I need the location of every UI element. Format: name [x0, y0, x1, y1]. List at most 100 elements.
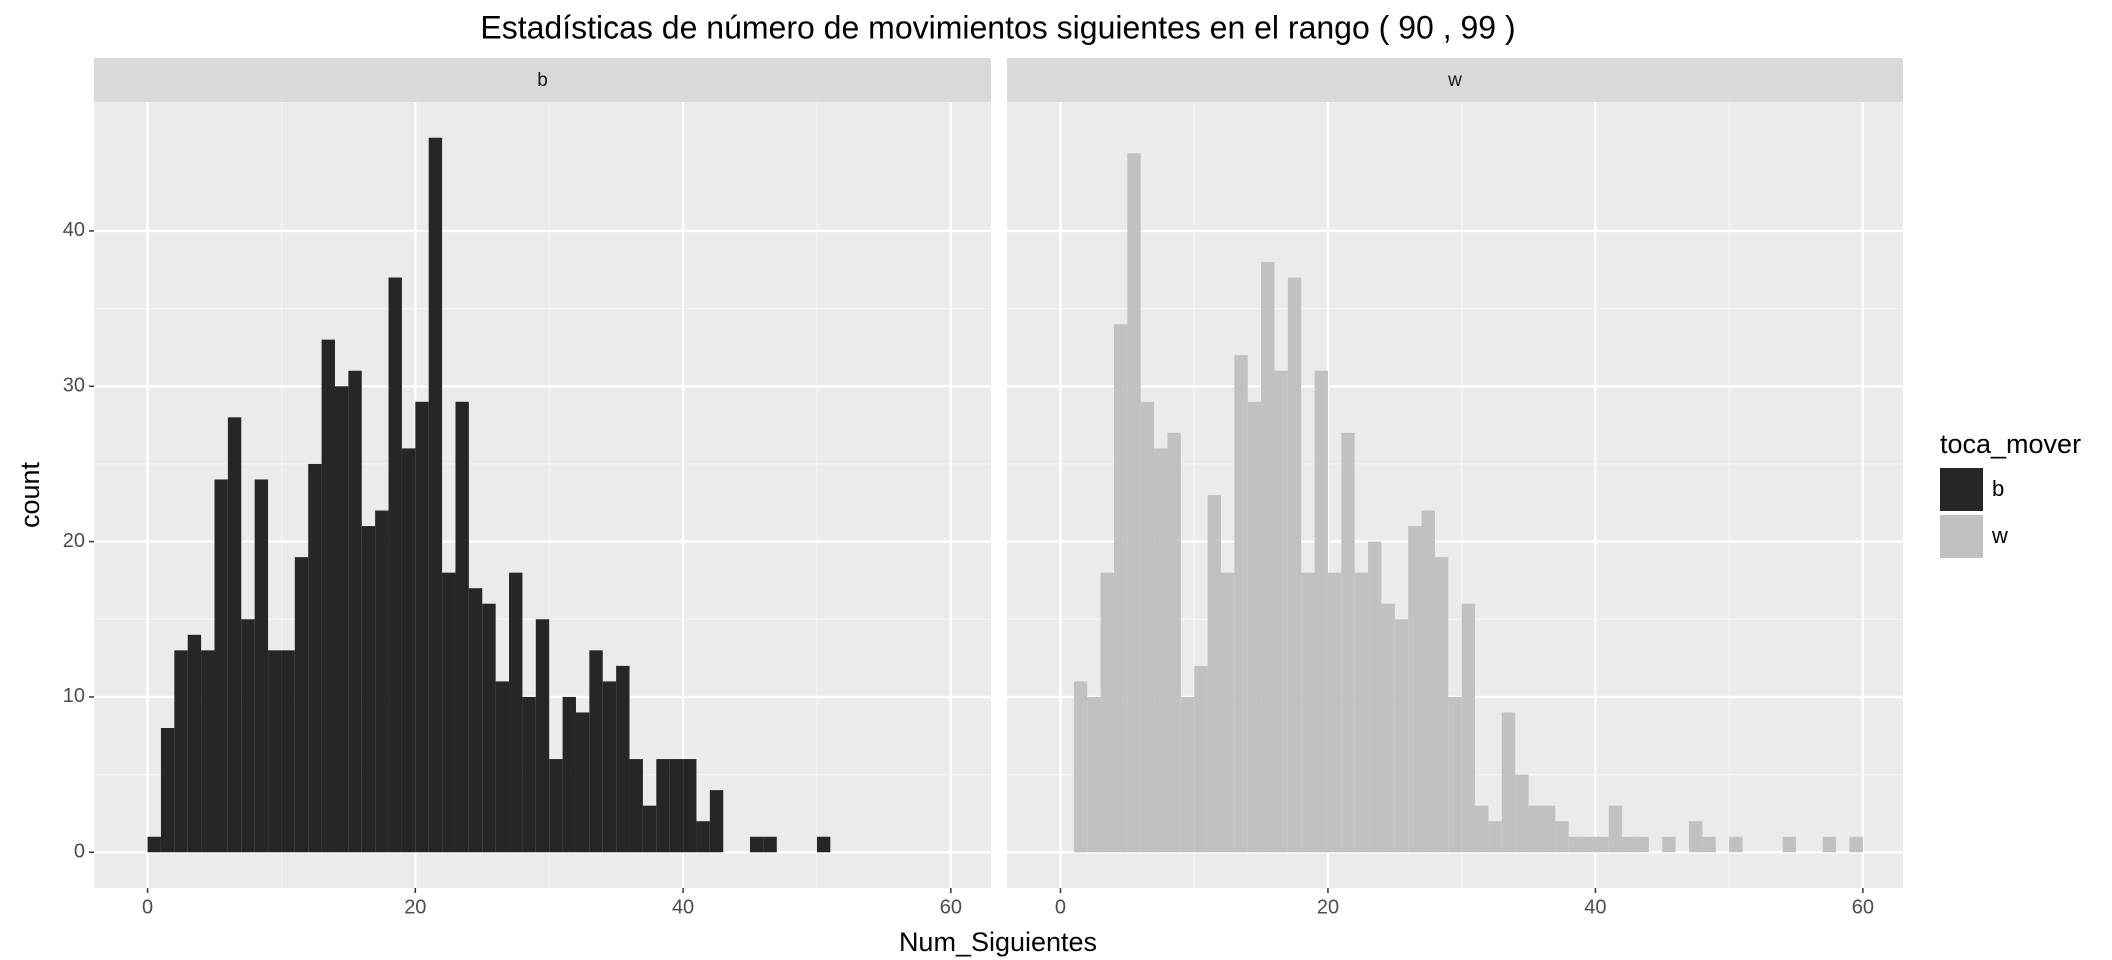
histogram-bar: [334, 386, 349, 853]
histogram-bar: [1087, 696, 1101, 853]
histogram-bar: [415, 401, 429, 853]
histogram-bar: [763, 836, 777, 853]
histogram-bar: [696, 821, 710, 853]
histogram-bar: [495, 681, 510, 853]
histogram-bar: [201, 650, 215, 853]
histogram-bar: [1073, 681, 1088, 853]
histogram-bar: [642, 805, 657, 853]
histogram-bar: [1327, 572, 1342, 853]
histogram-bar: [227, 417, 242, 853]
histogram-bar: [281, 650, 295, 853]
histogram-bar: [147, 836, 161, 853]
x-tick-label: 60: [940, 896, 962, 918]
histogram-bar: [375, 510, 389, 853]
x-tick-label: 20: [404, 896, 426, 918]
histogram-bar: [241, 619, 255, 853]
histogram-bar: [1822, 836, 1837, 853]
histogram-bar: [187, 634, 202, 853]
histogram-bar: [1394, 619, 1409, 853]
histogram-bar: [509, 572, 523, 853]
y-axis-label: count: [15, 461, 45, 528]
histogram-bar: [401, 448, 416, 853]
histogram-bar: [1582, 836, 1596, 853]
histogram-bar: [1595, 836, 1609, 853]
y-tick-label: 40: [63, 219, 85, 241]
histogram-bar: [268, 650, 282, 853]
histogram-bar: [1113, 324, 1128, 853]
x-tick-label: 60: [1852, 896, 1874, 918]
x-tick-label: 40: [1584, 896, 1606, 918]
histogram-bar: [1782, 836, 1797, 853]
histogram-bar: [1702, 836, 1716, 853]
legend-key: [1940, 468, 1983, 511]
x-tick-label: 20: [1317, 896, 1339, 918]
histogram-bar: [750, 836, 764, 853]
histogram-bar: [1568, 836, 1583, 853]
histogram-bar: [1127, 153, 1141, 853]
histogram-bar: [1234, 355, 1248, 853]
histogram-bar: [816, 836, 831, 853]
histogram-bar: [1287, 277, 1302, 853]
histogram-bar: [1140, 401, 1155, 853]
histogram-bar: [1461, 603, 1476, 853]
y-tick-label: 30: [63, 375, 85, 397]
y-tick-label: 0: [74, 841, 85, 863]
histogram-bar: [428, 137, 443, 853]
histogram-bar: [308, 463, 322, 853]
histogram-bar: [1368, 541, 1382, 853]
histogram-bar: [1314, 370, 1328, 853]
histogram-bar: [482, 603, 496, 853]
histogram-bar: [455, 401, 469, 853]
histogram-bar: [321, 339, 335, 853]
histogram-bar: [1555, 821, 1569, 853]
histogram-bar: [1475, 805, 1489, 853]
histogram-bar: [616, 665, 630, 853]
strip-background: [1007, 58, 1903, 102]
histogram-bar: [1220, 572, 1235, 853]
histogram-bar: [214, 479, 228, 853]
histogram-bar: [1194, 665, 1208, 853]
histogram-bar: [174, 650, 188, 853]
histogram-bar: [1729, 836, 1743, 853]
x-axis-label: Num_Siguientes: [899, 927, 1097, 957]
histogram-bar: [669, 759, 684, 853]
histogram-bar: [1501, 712, 1516, 853]
histogram-bar: [1154, 448, 1168, 853]
histogram-bar: [294, 557, 309, 853]
histogram-bar: [549, 759, 563, 853]
histogram-bar: [361, 526, 376, 853]
x-tick-label: 0: [1055, 896, 1066, 918]
histogram-bar: [1100, 572, 1114, 853]
histogram-bar: [1434, 557, 1449, 853]
histogram-bar: [522, 696, 536, 853]
histogram-bar: [602, 681, 617, 853]
strip-label: w: [1447, 70, 1462, 91]
histogram-bar: [589, 650, 603, 853]
histogram-bar: [160, 728, 175, 853]
y-tick-label: 10: [63, 685, 85, 707]
y-tick-label: 20: [63, 530, 85, 552]
histogram-bar: [1167, 432, 1181, 853]
histogram-bar: [1689, 821, 1703, 853]
histogram-bar: [1528, 805, 1542, 853]
histogram-bar: [1662, 836, 1676, 853]
histogram-bar: [1488, 821, 1502, 853]
histogram-bar: [683, 759, 697, 853]
histogram-bar: [629, 759, 643, 853]
strip-background: [94, 58, 991, 102]
histogram-bar: [1515, 774, 1529, 853]
histogram-bar: [1261, 261, 1275, 853]
legend-key: [1940, 515, 1983, 558]
histogram-bar: [1408, 526, 1422, 853]
strip-label: b: [537, 70, 548, 91]
histogram-bar: [575, 712, 590, 853]
histogram-bar: [1448, 696, 1462, 853]
histogram-bar: [1381, 603, 1395, 853]
histogram-bar: [1421, 510, 1435, 853]
histogram-bar: [656, 759, 670, 853]
x-tick-label: 40: [672, 896, 694, 918]
histogram-bar: [1341, 432, 1355, 853]
histogram-bar: [1635, 836, 1649, 853]
histogram-bar: [535, 619, 550, 853]
legend-title: toca_mover: [1940, 429, 2081, 459]
